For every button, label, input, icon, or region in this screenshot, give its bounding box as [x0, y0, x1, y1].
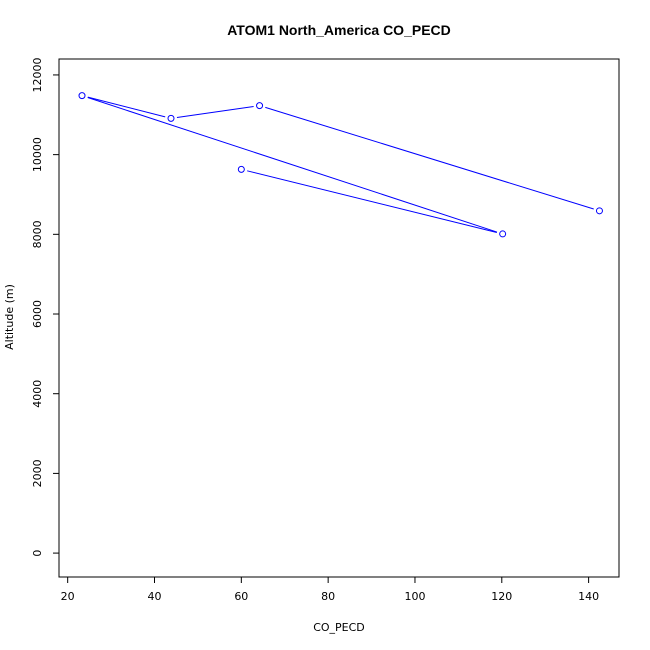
plot-frame — [58, 58, 620, 578]
series-line-segment — [176, 105, 254, 119]
data-point — [499, 230, 507, 238]
data-point — [595, 207, 603, 215]
x-axis: 20 40 60 80 100 120 140 — [61, 576, 599, 603]
y-axis: 0 2000 4000 6000 8000 10000 12000 — [31, 57, 60, 557]
x-tick-label: 40 — [148, 590, 162, 603]
data-point — [256, 102, 264, 110]
y-tick-label: 10000 — [31, 137, 44, 172]
data-series — [78, 92, 603, 238]
series-line-segment — [87, 96, 166, 118]
x-axis-label: CO_PECD — [313, 621, 365, 634]
y-tick-label: 0 — [31, 550, 44, 557]
x-tick-label: 120 — [491, 590, 512, 603]
x-tick-label: 100 — [404, 590, 425, 603]
y-tick-label: 6000 — [31, 300, 44, 328]
y-axis-label: Altitude (m) — [3, 284, 16, 350]
x-tick-label: 140 — [578, 590, 599, 603]
y-tick-label: 12000 — [31, 57, 44, 92]
data-point — [167, 114, 175, 122]
x-tick-label: 80 — [321, 590, 335, 603]
y-tick-label: 4000 — [31, 380, 44, 408]
y-tick-label: 8000 — [31, 220, 44, 248]
data-point — [237, 165, 245, 173]
chart-title: ATOM1 North_America CO_PECD — [227, 22, 451, 38]
data-point — [78, 92, 86, 100]
x-tick-label: 20 — [61, 590, 75, 603]
x-tick-label: 60 — [234, 590, 248, 603]
series-line-segment — [87, 97, 498, 233]
y-tick-label: 2000 — [31, 459, 44, 487]
series-line-segment — [265, 106, 594, 210]
series-line-segment — [247, 170, 497, 233]
